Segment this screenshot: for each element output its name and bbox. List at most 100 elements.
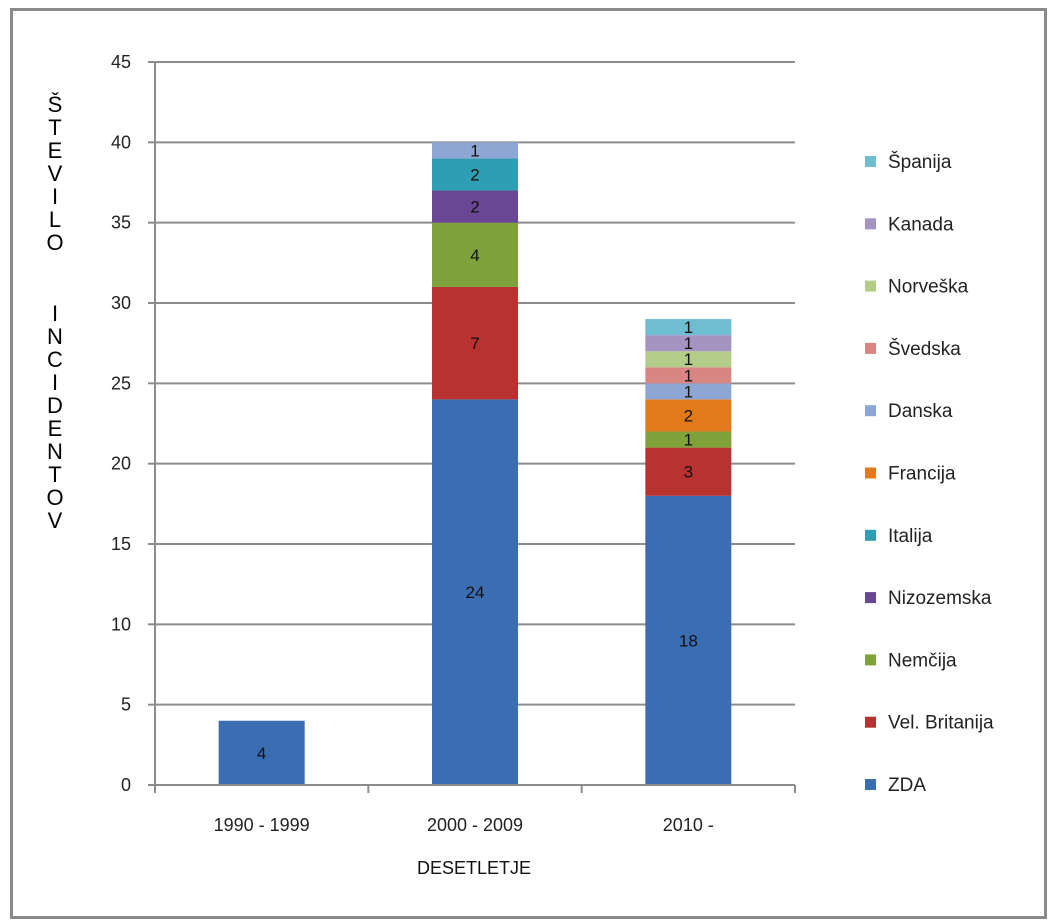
data-label: 18 (679, 631, 698, 650)
legend-item: ZDA (865, 775, 926, 796)
legend-label: Francija (888, 464, 956, 485)
bar-segment (645, 367, 732, 384)
legend-swatch (865, 405, 876, 417)
y-axis-title-letter: O (46, 485, 63, 510)
legend-swatch (865, 779, 876, 790)
bar-segment (432, 142, 518, 159)
y-tick-label: 40 (111, 132, 131, 152)
legend-swatch (865, 467, 876, 479)
y-axis-title-letter: Š (48, 92, 63, 117)
y-tick-label: 30 (111, 293, 131, 313)
y-axis-title-letter: I (52, 370, 58, 395)
bar-segment (645, 335, 732, 352)
y-axis-ticks: 0 5 10 15 20 25 30 35 40 45 (111, 52, 155, 795)
data-label: 4 (257, 744, 266, 763)
legend-label: Kanada (888, 214, 954, 235)
legend-item: Španija (865, 151, 952, 173)
legend-item: Danska (865, 401, 953, 422)
legend-item: Vel. Britanija (865, 713, 994, 734)
legend-item: Švedska (865, 338, 961, 360)
bar-segment (432, 222, 518, 287)
legend: Španija Kanada Norveška Švedska Danska Franci… (865, 151, 994, 796)
data-label: 2 (470, 165, 479, 184)
y-tick-label: 25 (111, 373, 131, 393)
legend-item: Nemčija (865, 650, 957, 671)
x-tick-label: 2010 - (663, 815, 714, 835)
bar-segment (645, 447, 732, 496)
legend-label: Vel. Britanija (888, 713, 994, 734)
x-axis-title: DESETLETJE (417, 858, 531, 878)
legend-item: Nizozemska (865, 588, 992, 609)
x-axis-ticks: 1990 - 1999 2000 - 2009 2010 - (154, 785, 796, 835)
y-axis-title-letter: V (48, 161, 63, 186)
legend-swatch (865, 592, 876, 604)
bar-segment (645, 495, 732, 785)
x-tick-label: 2000 - 2009 (427, 815, 523, 835)
bar-segment (645, 351, 732, 368)
y-axis-title-letter: O (46, 230, 63, 255)
legend-item: Norveška (865, 277, 969, 298)
legend-swatch (865, 280, 876, 292)
y-axis-title-letter: E (48, 138, 63, 163)
y-tick-label: 20 (111, 454, 131, 474)
y-tick-label: 45 (111, 52, 131, 72)
data-label: 1 (684, 318, 693, 337)
y-tick-label: 5 (121, 695, 131, 715)
legend-label: Danska (888, 401, 953, 422)
y-axis-title-letter: I (52, 301, 58, 326)
legend-swatch (865, 156, 876, 167)
legend-label: Španija (888, 151, 952, 173)
legend-label: Italija (888, 526, 933, 547)
legend-item: Kanada (865, 214, 954, 235)
bar-segment (432, 190, 518, 223)
legend-label: Norveška (888, 277, 969, 298)
bar-segment (645, 319, 732, 336)
y-axis-title-letter: E (48, 416, 63, 441)
legend-item: Italija (865, 526, 933, 547)
y-axis-title-letter: C (47, 347, 63, 372)
y-axis-title-letter: I (52, 184, 58, 209)
bar-segment (432, 158, 518, 191)
data-label: 2 (684, 406, 693, 425)
y-tick-label: 15 (111, 534, 131, 554)
legend-label: Nizozemska (888, 588, 992, 609)
legend-label: ZDA (888, 775, 926, 796)
y-axis-title-letter: T (48, 115, 61, 140)
data-label: 1 (684, 431, 693, 450)
data-label: 4 (470, 246, 479, 265)
x-tick-label: 1990 - 1999 (214, 815, 310, 835)
legend-label: Nemčija (888, 650, 957, 671)
data-label: 1 (684, 350, 693, 369)
bar-segment (645, 399, 732, 432)
data-label: 1 (470, 141, 479, 160)
legend-swatch (865, 218, 876, 230)
legend-swatch (865, 716, 876, 728)
data-label: 3 (684, 463, 693, 482)
y-axis-title-letter: D (47, 393, 63, 418)
legend-label: Švedska (888, 338, 961, 360)
legend-swatch (865, 654, 876, 666)
data-label: 1 (684, 382, 693, 401)
legend-swatch (865, 342, 876, 354)
bar-segment (432, 286, 518, 400)
y-axis-title-letter: T (48, 462, 61, 487)
data-label: 1 (684, 366, 693, 385)
bar-segment (432, 399, 518, 785)
y-axis-title-letter: N (47, 324, 63, 349)
y-axis-title-letter: V (48, 508, 63, 533)
legend-swatch (865, 529, 876, 541)
y-tick-label: 35 (111, 213, 131, 233)
y-axis-title-letter: L (49, 207, 61, 232)
bar-segment (645, 431, 732, 448)
x-axis (154, 62, 795, 786)
y-tick-label: 0 (121, 775, 131, 795)
bar-segment (218, 720, 305, 785)
bar-segment (645, 383, 732, 400)
data-label: 2 (470, 198, 479, 217)
data-label: 1 (684, 334, 693, 353)
